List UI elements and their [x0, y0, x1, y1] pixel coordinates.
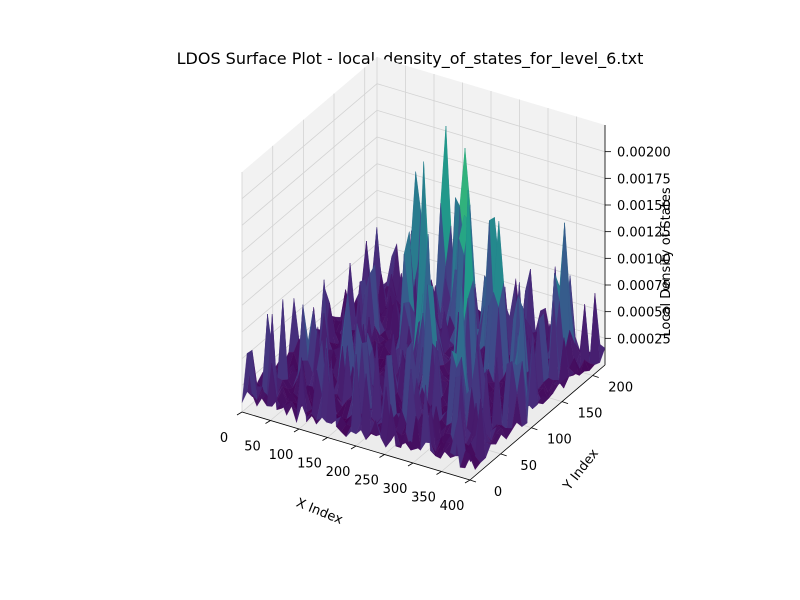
y-tick-label: 100 — [547, 433, 572, 448]
x-tick-label: 300 — [383, 482, 408, 497]
y-tick-mark — [469, 479, 477, 483]
z-tick-label: 0.00050 — [617, 306, 671, 321]
z-grid-line — [241, 83, 606, 200]
z-grid-line — [241, 216, 606, 333]
z-tick-label: 0.00175 — [617, 172, 671, 187]
x-tick-label: 150 — [297, 457, 322, 472]
y-tick-mark — [531, 427, 538, 431]
surface-mesh — [241, 125, 606, 470]
z-grid-line — [241, 109, 606, 226]
x-tick-label: 250 — [354, 474, 379, 489]
y-tick-mark — [561, 401, 569, 404]
x-tick-mark — [350, 445, 357, 450]
x-tick-mark — [265, 420, 271, 424]
z-tick-label: 0.00150 — [617, 199, 671, 214]
z-grid-line — [241, 189, 606, 306]
z-tick-label: 0.00125 — [617, 226, 671, 241]
chart-title: LDOS Surface Plot - local_density_of_sta… — [177, 49, 644, 69]
x-tick-mark — [407, 462, 414, 467]
surface-patch — [464, 453, 476, 470]
z-tick-label: 0.00075 — [617, 279, 671, 294]
z-grid-line — [241, 136, 606, 253]
x-tick-label: 50 — [244, 440, 261, 455]
x-tick-label: 100 — [269, 448, 294, 463]
z-tick-label: 0.00100 — [617, 252, 671, 267]
y-tick-mark — [592, 375, 599, 378]
x-tick-mark — [293, 428, 300, 433]
z-tick-label: 0.00025 — [617, 332, 671, 347]
x-tick-mark — [322, 437, 328, 441]
y-tick-label: 0 — [494, 485, 502, 500]
x-tick-label: 400 — [440, 499, 465, 514]
y-axis-line — [469, 364, 606, 481]
tick-labels: 0501001502002503003504000501001502000.00… — [220, 146, 671, 514]
y-tick-mark — [500, 453, 507, 457]
x-tick-mark — [379, 454, 385, 458]
x-tick-mark — [236, 411, 243, 416]
x-axis-label: X Index — [294, 496, 345, 528]
y-tick-label: 50 — [520, 459, 537, 474]
y-tick-label: 150 — [578, 407, 603, 422]
z-tick-label: 0.00200 — [617, 146, 671, 161]
z-axis-label: Local Density of States — [659, 187, 674, 336]
x-tick-mark — [436, 471, 442, 475]
y-tick-label: 200 — [608, 381, 633, 396]
x-tick-label: 0 — [220, 431, 228, 446]
x-tick-label: 200 — [326, 465, 351, 480]
x-tick-mark — [464, 479, 471, 484]
y-axis-label: Y Index — [560, 446, 602, 494]
x-tick-label: 350 — [411, 491, 436, 506]
z-grid-line — [241, 163, 606, 280]
